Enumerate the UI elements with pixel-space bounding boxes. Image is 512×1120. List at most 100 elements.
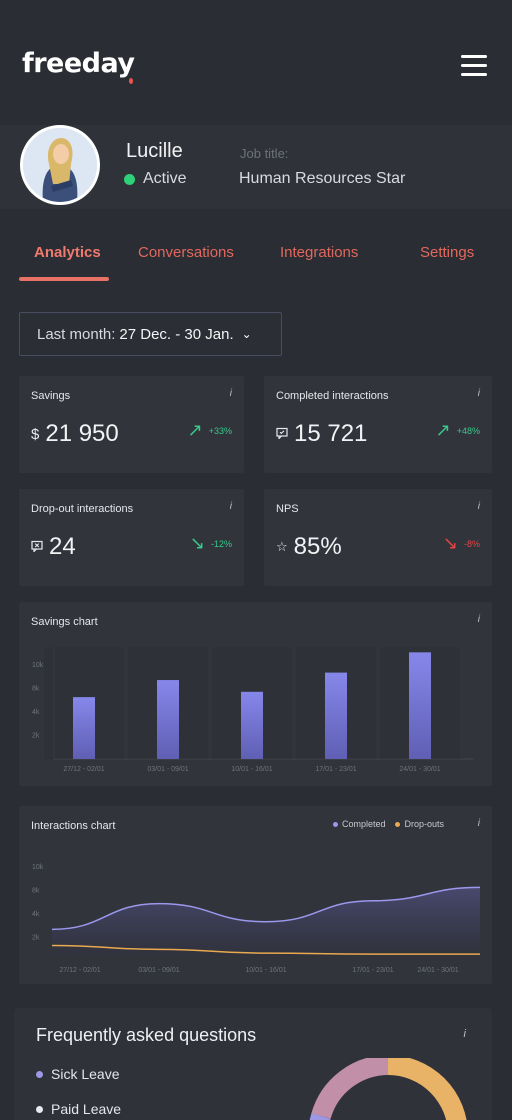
x-tick-label: 27/12 - 02/01 [59, 967, 100, 974]
user-name: Lucille [126, 140, 183, 162]
chat-bubble-icon [276, 427, 288, 442]
completed-value: 15 721 [276, 420, 367, 448]
interactions-area-chart: 10k 8k 4k 2k 27/12 - 02/01 03/01 - 09/01 10/01… [32, 864, 481, 974]
chart-legend: Completed Drop-outs [323, 819, 444, 829]
interactions-chart-card: Interactions chart Completed Drop-outs i… [19, 806, 492, 984]
status-dot [124, 173, 135, 185]
bar[interactable] [157, 680, 179, 759]
trend-indicator: ↘ -8% [443, 533, 480, 554]
card-title: Completed interactions [276, 390, 389, 402]
completed-line[interactable] [51, 886, 481, 931]
legend-dropouts[interactable]: Drop-outs [395, 819, 444, 829]
date-range-value: 27 Dec. - 30 Jan. [119, 325, 234, 343]
menu-icon[interactable] [461, 55, 487, 77]
currency-symbol: $ [31, 425, 40, 443]
y-tick-label: 10k [32, 662, 44, 669]
y-tick-label: 2k [32, 733, 40, 740]
freeday-logo[interactable]: freeday [22, 48, 135, 84]
trend-down-icon: ↘ [189, 533, 205, 553]
metric-value: 21 950 [45, 420, 119, 447]
info-icon[interactable]: i [477, 501, 480, 512]
chat-x-icon [31, 540, 43, 555]
x-tick-label: 03/01 - 09/01 [147, 766, 188, 773]
dropout-interactions-card: Drop-out interactions i 24 ↘ -12% [19, 489, 244, 586]
trend-percent: -8% [463, 538, 480, 549]
faq-item-sick-leave[interactable]: Sick Leave [36, 1066, 119, 1082]
metric-value: 85% [293, 533, 342, 560]
x-tick-label: 17/01 - 23/01 [352, 967, 393, 974]
y-tick-label: 8k [32, 686, 40, 693]
y-tick-label: 8k [32, 888, 40, 895]
job-title-value: Human Resources Star [239, 170, 406, 187]
info-icon[interactable]: i [477, 388, 480, 399]
savings-chart-card: Savings chart i 10k 8k 4k 2k 27/12 - 02/01 03… [19, 602, 492, 786]
savings-value: $ 21 950 [31, 420, 119, 448]
x-tick-label: 17/01 - 23/01 [315, 766, 356, 773]
x-tick-label: 10/01 - 16/01 [245, 967, 286, 974]
info-icon[interactable]: i [477, 614, 480, 625]
completed-interactions-card: Completed interactions i 15 721 ↗ +48% [264, 376, 492, 473]
trend-indicator: ↗ +48% [436, 420, 480, 441]
nps-card: NPS i ☆ 85% ↘ -8% [264, 489, 492, 586]
card-title: Savings [31, 390, 71, 402]
bar[interactable] [325, 672, 347, 759]
bar[interactable] [241, 691, 263, 759]
nps-value: ☆ 85% [276, 533, 342, 561]
card-title: NPS [276, 503, 299, 515]
x-tick-label: 10/01 - 16/01 [231, 766, 272, 773]
y-tick-label: 2k [32, 935, 40, 942]
y-tick-label: 4k [32, 709, 40, 716]
trend-percent: +48% [456, 425, 480, 436]
dropouts-value: 24 [31, 533, 76, 561]
trend-percent: +33% [208, 425, 232, 436]
donut-segment-pink [311, 1058, 389, 1120]
savings-card: Savings i $ 21 950 ↗ +33% [19, 376, 244, 473]
faq-item-paid-leave[interactable]: Paid Leave [36, 1101, 121, 1117]
info-icon[interactable]: i [229, 388, 232, 399]
active-tab-indicator [19, 277, 109, 281]
date-range-prefix: Last month: [37, 325, 116, 343]
bar[interactable] [73, 697, 95, 759]
donut-segment-purple [309, 1113, 331, 1120]
metric-value: 24 [49, 533, 76, 560]
faq-title: Frequently asked questions [36, 1025, 257, 1045]
x-tick-label: 24/01 - 30/01 [417, 967, 458, 974]
tab-integrations[interactable]: Integrations [280, 244, 359, 261]
tab-conversations[interactable]: Conversations [138, 244, 234, 261]
trend-percent: -12% [210, 538, 232, 549]
faq-item-label: Sick Leave [51, 1066, 120, 1082]
x-tick-label: 27/12 - 02/01 [63, 766, 104, 773]
card-title: Drop-out interactions [31, 503, 134, 515]
y-tick-label: 4k [32, 911, 40, 918]
faq-donut-chart [309, 1058, 467, 1120]
chevron-down-icon: ⌄ [241, 327, 252, 341]
tab-settings[interactable]: Settings [420, 244, 475, 261]
trend-down-icon: ↘ [442, 533, 458, 553]
chart-title: Interactions chart [31, 820, 116, 832]
legend-dot [36, 1105, 43, 1113]
info-icon[interactable]: i [463, 1028, 466, 1040]
tab-analytics[interactable]: Analytics [34, 244, 101, 261]
status-text: Active [143, 170, 187, 187]
legend-completed[interactable]: Completed [332, 819, 385, 829]
dropouts-line[interactable] [51, 944, 480, 955]
bar[interactable] [409, 652, 431, 759]
x-tick-label: 24/01 - 30/01 [399, 766, 440, 773]
savings-bar-chart: 10k 8k 4k 2k 27/12 - 02/01 03/01 - 09/01 10/01… [32, 647, 474, 773]
faq-card: Frequently asked questions i Sick Leave … [14, 1008, 492, 1120]
donut-segment-orange [387, 1058, 467, 1120]
chart-title: Savings chart [31, 616, 98, 628]
date-range-select[interactable]: Last month: 27 Dec. - 30 Jan. ⌄ [19, 312, 282, 356]
info-icon[interactable]: i [477, 818, 480, 829]
tab-bar: Analytics Conversations Integrations Set… [0, 244, 512, 284]
avatar[interactable] [20, 125, 100, 205]
x-tick-label: 03/01 - 09/01 [138, 967, 179, 974]
logo-accent-dot [128, 78, 133, 84]
job-title-label: Job title: [240, 146, 289, 161]
trend-up-icon: ↗ [435, 420, 451, 440]
avatar-illustration [23, 128, 97, 202]
status-indicator: Active [124, 170, 187, 188]
info-icon[interactable]: i [229, 501, 232, 512]
y-tick-label: 10k [32, 864, 44, 871]
faq-item-label: Paid Leave [51, 1101, 122, 1117]
